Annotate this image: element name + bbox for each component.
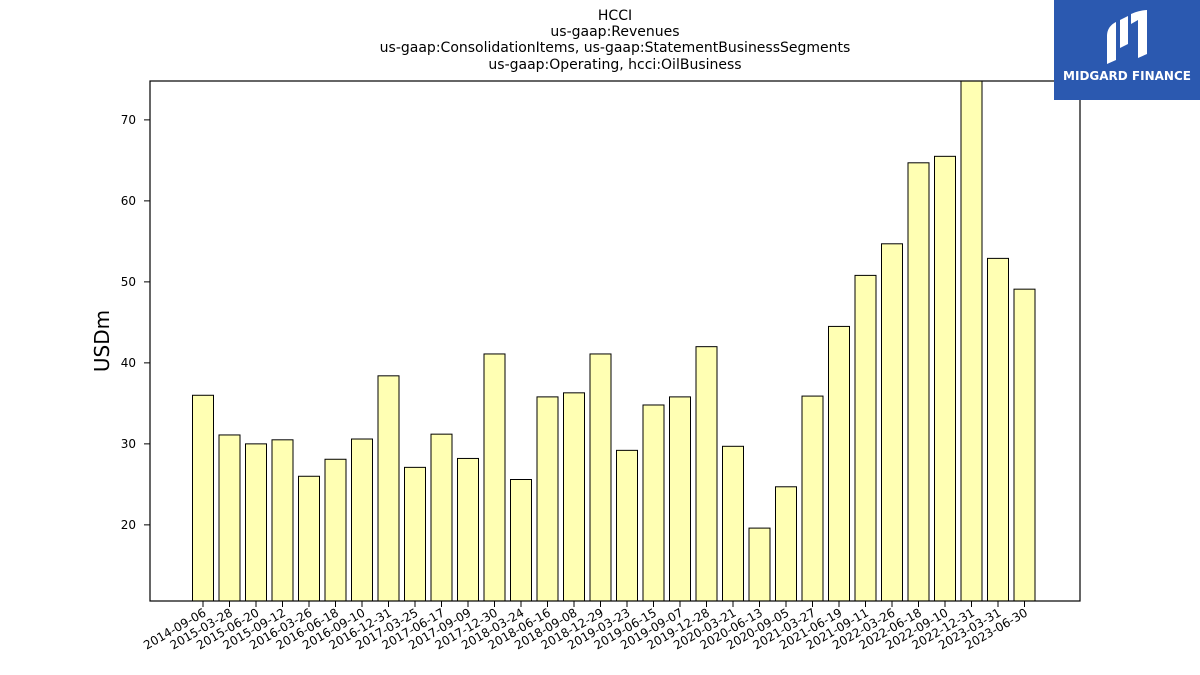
y-axis-label: USDm <box>90 310 114 372</box>
chart-title-line-3: us-gaap:ConsolidationItems, us-gaap:Stat… <box>380 40 851 56</box>
bar-2015-03-28 <box>218 434 241 602</box>
bar-2018-09-08 <box>563 392 585 602</box>
logo-mark-icon <box>1107 10 1147 64</box>
y-tick-label: 70 <box>121 113 136 127</box>
chart-title-line-4: us-gaap:Operating, hcci:OilBusiness <box>488 57 741 73</box>
bar-2015-09-12 <box>271 439 294 602</box>
bar-2022-06-18 <box>907 162 930 602</box>
y-tick-label: 20 <box>121 518 136 532</box>
bar-2023-03-31 <box>987 257 1009 602</box>
bar-2019-09-07 <box>669 396 691 602</box>
bar-2020-06-13 <box>748 527 771 602</box>
bar-2023-06-30 <box>1013 288 1036 602</box>
plot-frame <box>149 80 1081 602</box>
bar-2021-03-27 <box>801 395 824 602</box>
y-tick-label: 30 <box>121 437 136 451</box>
y-axis: 20 30 40 50 60 70 <box>121 113 150 532</box>
bar-2022-09-10 <box>934 155 956 602</box>
bar-2017-03-25 <box>404 466 426 602</box>
bar-2016-12-31 <box>377 375 400 602</box>
bar-2022-03-26 <box>881 243 903 602</box>
x-axis: 2014-09-062015-03-282015-06-202015-09-12… <box>141 601 1030 652</box>
chart-title-line-2: us-gaap:Revenues <box>550 24 679 40</box>
bar-2014-09-06 <box>192 394 214 602</box>
bar-2019-12-28 <box>695 346 718 602</box>
chart-title: HCCI us-gaap:Revenues us-gaap:Consolidat… <box>380 8 851 73</box>
y-tick-label: 60 <box>121 194 136 208</box>
bar-2017-12-30 <box>483 353 506 602</box>
midgard-finance-logo: MIDGARD FINANCE <box>1054 0 1200 100</box>
chart-title-line-1: HCCI <box>598 8 632 24</box>
bar-2018-12-29 <box>589 353 612 602</box>
bar-2016-06-18 <box>324 458 347 602</box>
bar-2019-06-15 <box>642 404 665 602</box>
bar-2022-12-31 <box>960 80 983 602</box>
bar-2018-06-16 <box>536 396 559 602</box>
bars-group <box>192 80 1036 602</box>
bar-2016-09-10 <box>351 438 373 602</box>
bar-2015-06-20 <box>245 443 267 602</box>
bar-2021-06-19 <box>828 325 850 602</box>
logo-text: MIDGARD FINANCE <box>1063 69 1191 83</box>
bar-2017-06-17 <box>430 433 453 602</box>
bar-2020-09-05 <box>775 486 797 602</box>
y-tick-label: 40 <box>121 356 136 370</box>
y-tick-label: 50 <box>121 275 136 289</box>
bar-2020-03-21 <box>722 445 744 602</box>
bar-2018-03-24 <box>510 479 532 602</box>
bar-2017-09-09 <box>457 457 479 602</box>
bar-2016-03-26 <box>298 475 320 602</box>
bar-2019-03-23 <box>616 449 638 602</box>
bar-2021-09-11 <box>854 274 877 602</box>
